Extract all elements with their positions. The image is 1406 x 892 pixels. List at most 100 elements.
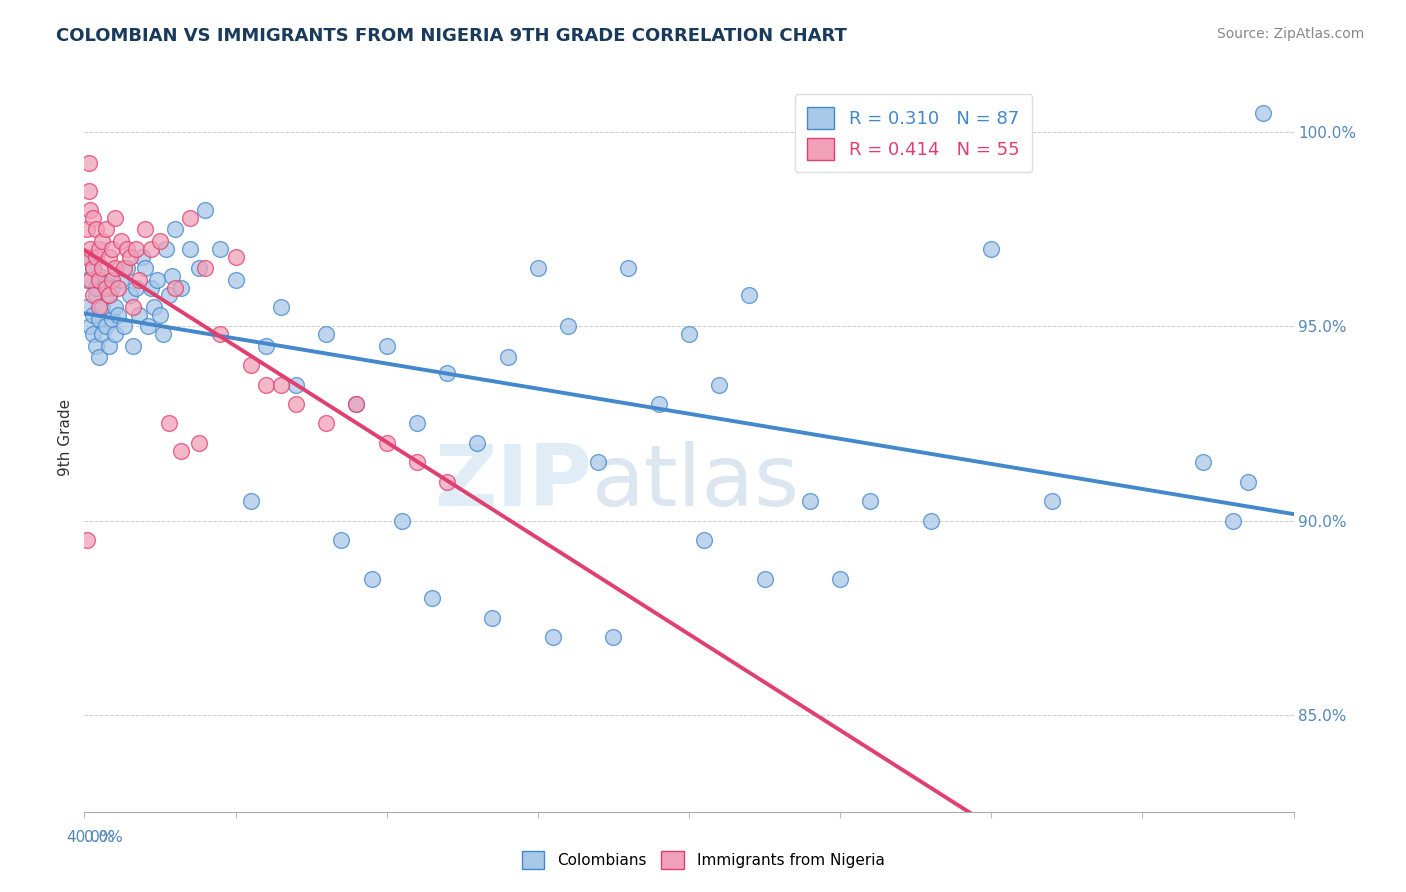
Point [89,300,111,314]
Point [100,273,122,287]
Point [86,288,108,302]
Point [194,202,217,217]
Point [136,319,159,334]
Point [170,280,193,294]
Text: atlas: atlas [592,441,800,524]
Point [125,280,148,294]
Point [82,308,104,322]
Point [79,273,101,287]
Point [112,319,135,334]
Point [496,351,519,365]
Point [91,234,114,248]
Point [104,261,127,276]
Point [79,242,101,256]
Point [146,273,169,287]
Point [270,377,292,392]
Point [467,436,489,450]
Point [209,242,232,256]
Point [89,273,111,287]
Point [110,273,132,287]
Point [91,261,114,276]
Text: 40.0%: 40.0% [66,830,115,846]
Point [97,288,120,302]
Point [125,242,148,256]
Point [330,533,353,547]
Text: 0.0%: 0.0% [84,830,124,846]
Point [285,377,308,392]
Point [225,273,247,287]
Point [830,572,852,586]
Point [128,308,150,322]
Point [194,261,217,276]
Point [239,494,262,508]
Point [170,443,193,458]
Point [980,242,1002,256]
Point [406,417,429,431]
Point [346,397,368,411]
Point [77,184,100,198]
Point [799,494,821,508]
Point [709,377,731,392]
Point [76,250,98,264]
Point [86,250,108,264]
Point [97,250,120,264]
Point [179,242,201,256]
Point [360,572,382,586]
Point [76,222,98,236]
Point [89,268,111,283]
Point [110,234,132,248]
Legend: R = 0.310   N = 87, R = 0.414   N = 55: R = 0.310 N = 87, R = 0.414 N = 55 [794,94,1032,172]
Point [100,311,122,326]
Point [86,222,108,236]
Point [115,242,138,256]
Point [79,250,101,264]
Point [142,300,165,314]
Point [97,339,120,353]
Y-axis label: 9th Grade: 9th Grade [58,399,73,475]
Point [134,261,156,276]
Point [527,261,550,276]
Point [91,300,114,314]
Point [76,273,98,287]
Point [77,156,100,170]
Point [149,308,172,322]
Point [225,250,247,264]
Point [121,300,143,314]
Point [254,377,277,392]
Point [86,339,108,353]
Point [121,339,143,353]
Point [254,339,277,353]
Point [157,288,180,302]
Point [375,339,398,353]
Point [155,242,177,256]
Point [738,288,761,302]
Point [602,630,624,644]
Point [557,319,579,334]
Point [152,327,174,342]
Point [420,591,443,606]
Point [406,455,429,469]
Point [118,288,141,302]
Point [89,351,111,365]
Point [94,319,117,334]
Text: Source: ZipAtlas.com: Source: ZipAtlas.com [1216,27,1364,41]
Point [104,211,127,225]
Point [346,397,368,411]
Point [588,455,610,469]
Point [160,268,183,283]
Point [82,327,104,342]
Point [104,327,127,342]
Point [89,311,111,326]
Point [89,242,111,256]
Point [239,358,262,372]
Point [165,280,187,294]
Point [82,261,104,276]
Point [76,300,98,314]
Text: ZIP: ZIP [434,441,592,524]
Point [94,277,117,291]
Point [134,222,156,236]
Point [100,242,122,256]
Point [112,261,135,276]
Point [315,327,337,342]
Point [391,514,413,528]
